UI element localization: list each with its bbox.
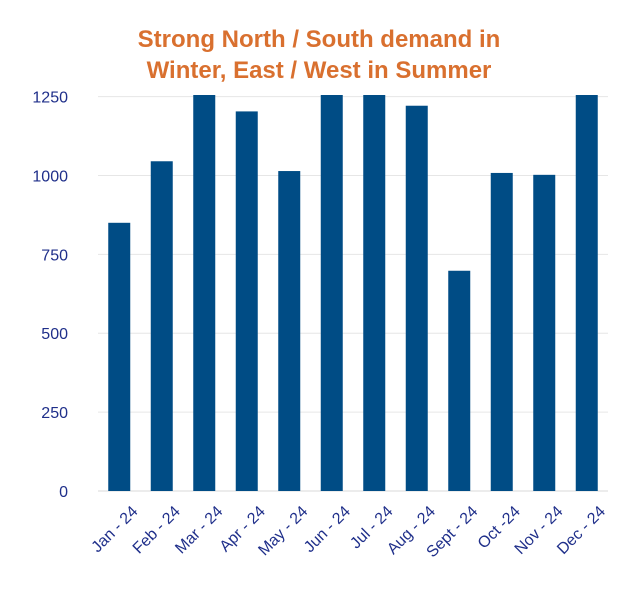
bar-mar-24 xyxy=(193,95,216,491)
y-tick-label: 0 xyxy=(59,484,68,501)
bar-jun-24 xyxy=(320,95,343,491)
bar-dec-24 xyxy=(575,95,598,491)
bar-apr-24 xyxy=(235,111,258,492)
x-tick-label: Jun - 24 xyxy=(301,503,354,556)
grid-lines xyxy=(98,96,608,492)
bar-aug-24 xyxy=(405,105,428,492)
y-tick-label: 1250 xyxy=(32,90,68,107)
y-tick-label: 250 xyxy=(41,405,68,422)
bar-sept-24 xyxy=(448,270,471,491)
x-tick-label: Mar - 24 xyxy=(172,503,226,557)
bar-nov-24 xyxy=(533,174,556,492)
y-tick-label: 750 xyxy=(41,247,68,264)
bar-jan-24 xyxy=(108,222,131,491)
y-tick-label: 500 xyxy=(41,326,68,343)
chart-title: Strong North / South demand in Winter, E… xyxy=(0,24,638,86)
bar-oct-24 xyxy=(490,172,513,491)
chart-title-line-2: Winter, East / West in Summer xyxy=(146,57,492,84)
bars xyxy=(108,95,598,492)
bar-may-24 xyxy=(278,171,301,491)
y-tick-label: 1000 xyxy=(32,168,68,185)
chart-title-line-1: Strong North / South demand in xyxy=(137,26,501,53)
bar-jul-24 xyxy=(363,95,386,491)
y-axis-ticks: 0 250 500 750 1000 1250 xyxy=(32,90,68,501)
bar-feb-24 xyxy=(150,161,173,492)
